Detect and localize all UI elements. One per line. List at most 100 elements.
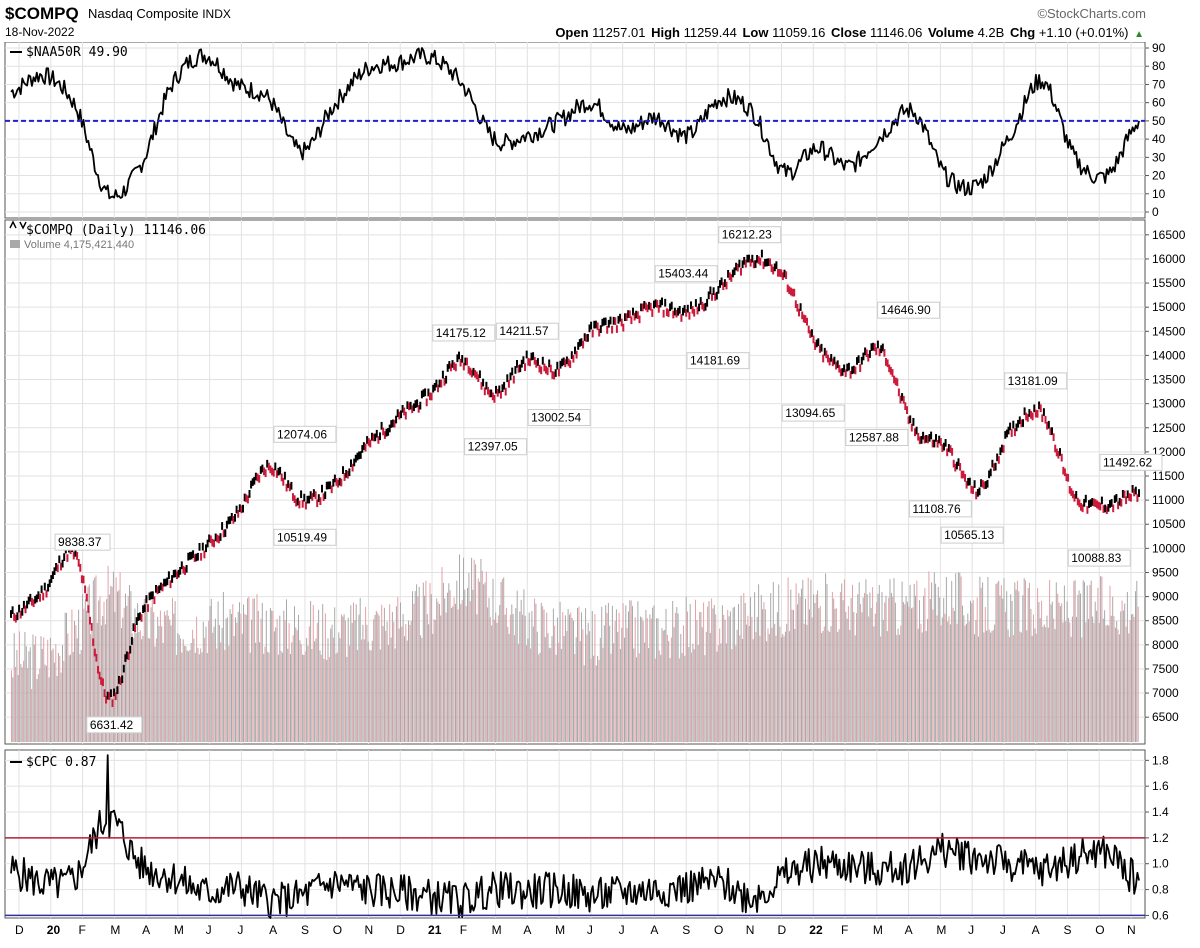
volume-bar bbox=[586, 634, 588, 742]
volume-bar bbox=[1116, 621, 1118, 742]
volume-bar bbox=[767, 628, 769, 742]
volume-bar bbox=[328, 657, 330, 742]
volume-bar bbox=[378, 615, 380, 742]
annotation-box bbox=[877, 301, 941, 319]
volume-bar bbox=[956, 623, 958, 742]
volume-bar bbox=[842, 600, 844, 742]
volume-bar bbox=[660, 654, 662, 742]
volume-bar bbox=[508, 633, 510, 742]
volume-bar bbox=[143, 599, 145, 742]
volume-bar bbox=[923, 595, 925, 742]
volume-bar bbox=[850, 598, 852, 742]
volume-bar bbox=[978, 636, 979, 742]
volume-bar bbox=[1082, 580, 1084, 742]
volume-bar bbox=[432, 633, 434, 742]
volume-bar bbox=[542, 606, 544, 742]
volume-bar bbox=[780, 637, 782, 742]
volume-bar bbox=[794, 629, 796, 742]
volume-bar bbox=[251, 619, 253, 742]
volume-bar bbox=[351, 623, 353, 742]
volume-bar bbox=[130, 591, 132, 742]
volume-bar bbox=[731, 649, 733, 742]
volume-bar bbox=[598, 660, 600, 742]
volume-bar bbox=[271, 610, 273, 742]
volume-bar bbox=[1073, 581, 1075, 742]
volume-bar bbox=[852, 584, 853, 742]
volume-bar bbox=[943, 598, 945, 742]
volume-bar bbox=[244, 613, 246, 742]
volume-bar bbox=[823, 626, 825, 742]
annotation-box bbox=[495, 322, 559, 340]
cpc-x-tick-label: A bbox=[650, 923, 658, 937]
volume-bar bbox=[744, 603, 746, 742]
volume-bar bbox=[708, 601, 710, 742]
volume-bar bbox=[695, 599, 696, 742]
volume-bar bbox=[224, 649, 226, 742]
volume-bar bbox=[768, 634, 770, 742]
volume-bar bbox=[665, 608, 667, 742]
volume-bar bbox=[564, 615, 566, 742]
volume-bar bbox=[284, 619, 286, 742]
open-value: 11257.01 bbox=[592, 25, 646, 40]
volume-bar bbox=[814, 603, 816, 742]
volume-bar bbox=[471, 557, 473, 742]
volume-bar bbox=[202, 621, 204, 742]
volume-bar bbox=[397, 597, 399, 742]
volume-bar bbox=[669, 658, 671, 742]
volume-bar bbox=[147, 637, 149, 742]
volume-bar bbox=[1041, 600, 1043, 742]
volume-bar bbox=[951, 580, 953, 742]
volume-bar bbox=[273, 631, 275, 742]
brand-watermark: ©StockCharts.com bbox=[1037, 6, 1146, 21]
volume-bar bbox=[516, 590, 518, 742]
index-name-text: Nasdaq Composite bbox=[88, 6, 199, 21]
volume-bar bbox=[489, 617, 491, 742]
volume-bar bbox=[375, 610, 377, 742]
volume-bar bbox=[959, 572, 961, 742]
volume-bar bbox=[1059, 606, 1061, 742]
volume-bar bbox=[212, 632, 214, 742]
naa50r-line bbox=[10, 47, 1140, 200]
price-annotation: 10519.49 bbox=[277, 530, 327, 544]
volume-bar bbox=[320, 654, 322, 742]
volume-bar bbox=[559, 601, 561, 742]
volume-bar bbox=[1117, 629, 1119, 742]
volume-bar bbox=[841, 583, 843, 742]
volume-bar bbox=[295, 627, 297, 742]
volume-bar bbox=[200, 648, 202, 742]
volume-bar bbox=[437, 601, 439, 742]
cpc-y-tick-label: 0.6 bbox=[1152, 908, 1169, 922]
volume-bar bbox=[885, 595, 887, 742]
volume-bar bbox=[862, 597, 864, 742]
volume-bar bbox=[839, 592, 841, 742]
volume-bar bbox=[857, 594, 859, 742]
volume-bar bbox=[937, 586, 939, 742]
volume-bar bbox=[1039, 618, 1041, 742]
volume-bar bbox=[342, 616, 344, 742]
volume-bar bbox=[291, 642, 293, 742]
volume-bar bbox=[693, 649, 695, 742]
price-annotation: 15403.44 bbox=[658, 267, 708, 281]
volume-bar bbox=[870, 608, 872, 742]
volume-bar bbox=[312, 605, 314, 742]
volume-bar bbox=[172, 597, 173, 742]
volume-bar bbox=[920, 623, 922, 742]
cpc-x-tick-label: F bbox=[841, 923, 848, 937]
volume-bar bbox=[125, 593, 126, 742]
volume-bar bbox=[776, 612, 778, 742]
volume-bar bbox=[330, 628, 332, 742]
volume-bar bbox=[716, 651, 718, 742]
volume-bar bbox=[1022, 595, 1024, 742]
volume-bar bbox=[976, 597, 978, 742]
volume-bar bbox=[924, 588, 926, 742]
volume-bar bbox=[359, 597, 361, 742]
volume-bar bbox=[88, 584, 90, 742]
volume-bar bbox=[226, 617, 228, 742]
volume-bar bbox=[256, 594, 258, 742]
volume-bar bbox=[815, 594, 817, 742]
volume-bar bbox=[135, 633, 137, 742]
volume-bar bbox=[315, 638, 317, 742]
volume-bar bbox=[846, 618, 848, 742]
volume-bar bbox=[302, 654, 304, 742]
symbol: $COMPQ bbox=[5, 4, 79, 23]
